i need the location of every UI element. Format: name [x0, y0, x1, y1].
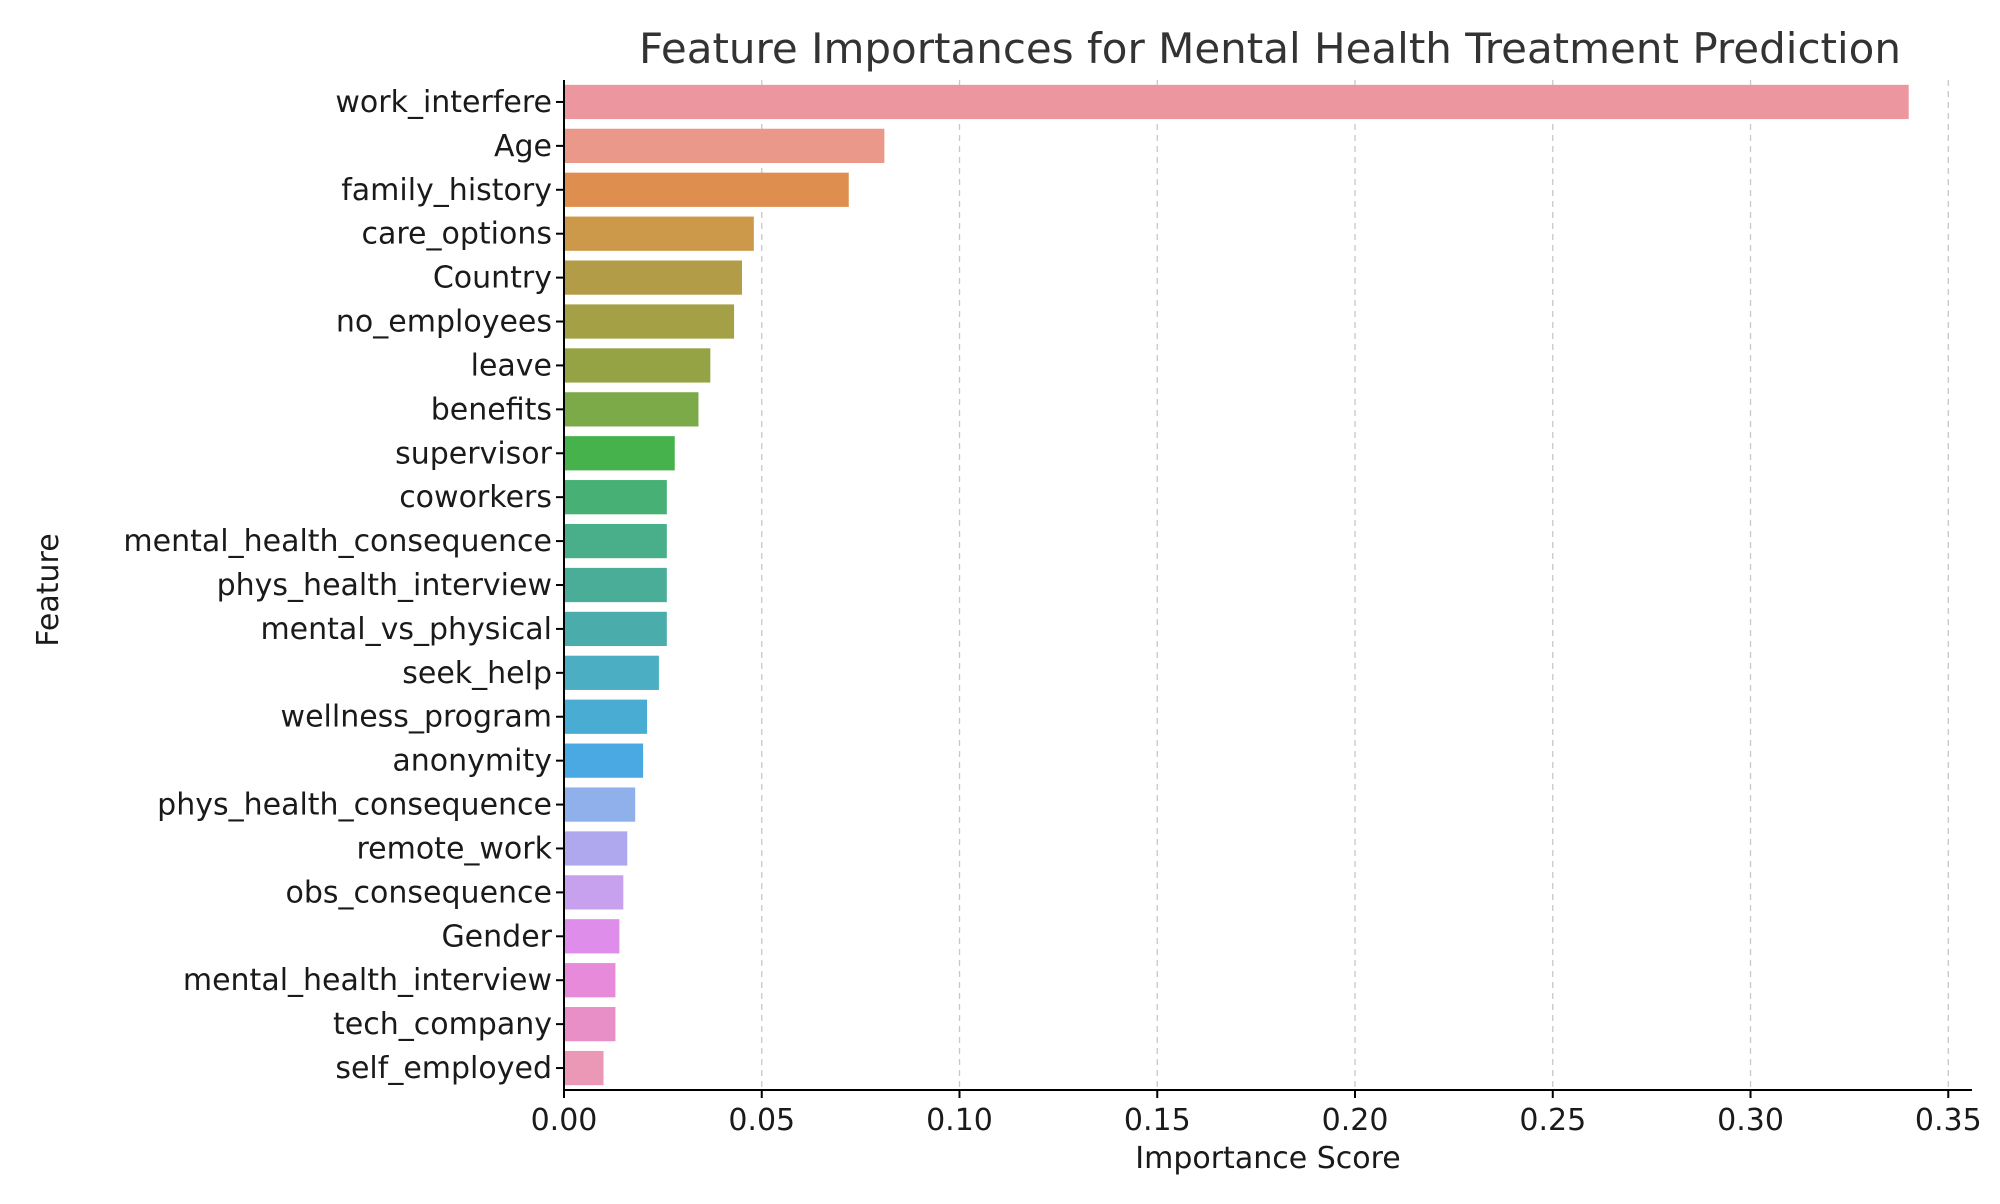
y-tick-label: coworkers [399, 480, 552, 515]
bar-coworkers [564, 480, 667, 515]
x-tick-label: 0.35 [1915, 1103, 1982, 1138]
bar-obs-consequence [564, 875, 624, 910]
bar-anonymity [564, 743, 644, 778]
bar-seek-help [564, 655, 659, 690]
axes [563, 80, 1972, 1091]
bar-self-employed [564, 1050, 604, 1086]
y-tick-label: phys_health_interview [217, 568, 552, 603]
bar-mental-health-interview [564, 963, 616, 998]
bar-wellness-program [564, 699, 648, 734]
bar-mental-vs-physical [564, 611, 667, 647]
y-tick-label: Country [433, 261, 552, 296]
x-tick-label: 0.25 [1519, 1103, 1586, 1138]
bar-supervisor [564, 436, 675, 471]
y-tick-label: work_interfere [335, 85, 552, 120]
x-tick-label: 0.05 [728, 1103, 795, 1138]
y-tick-label: obs_consequence [286, 875, 552, 910]
x-tick-label: 0.10 [926, 1103, 993, 1138]
bar-age [564, 128, 885, 163]
x-tick-label: 0.15 [1124, 1103, 1191, 1138]
x-tick-label: 0.30 [1717, 1103, 1784, 1138]
bar-phys-health-interview [564, 567, 667, 603]
y-tick-label: seek_help [402, 656, 552, 691]
x-tick-label: 0.00 [531, 1103, 598, 1138]
y-tick-label: benefits [431, 392, 552, 427]
bar-no-employees [564, 304, 735, 339]
y-tick-labels: work_interfere Age family_history care_opti… [123, 85, 564, 1086]
y-axis-label: Feature [31, 533, 66, 646]
bar-benefits [564, 392, 699, 427]
bar-country [564, 260, 742, 295]
bar-mental-health-consequence [564, 523, 667, 559]
y-tick-label: tech_company [333, 1007, 552, 1042]
bar-remote-work [564, 831, 628, 866]
y-tick-label: Gender [441, 919, 552, 954]
bar-phys-health-consequence [564, 787, 636, 822]
chart-title: Feature Importances for Mental Health Tr… [639, 24, 1901, 73]
y-tick-label: mental_health_consequence [123, 524, 552, 559]
bars [564, 84, 1909, 1086]
bar-leave [564, 348, 711, 383]
y-tick-label: supervisor [395, 436, 553, 471]
y-tick-label: mental_health_interview [183, 963, 552, 998]
y-tick-label: Age [494, 129, 552, 164]
x-tick-labels: 0.00 0.05 0.10 0.15 0.20 0.25 0.30 0.35 [531, 1090, 1982, 1138]
grid-lines [761, 80, 1949, 1090]
x-tick-label: 0.20 [1322, 1103, 1389, 1138]
bar-care-options [564, 216, 754, 251]
bar-tech-company [564, 1007, 616, 1042]
bar-gender [564, 919, 620, 954]
y-tick-label: no_employees [336, 305, 552, 340]
x-axis-label: Importance Score [1135, 1141, 1400, 1176]
y-tick-label: family_history [341, 173, 552, 208]
y-tick-label: self_employed [335, 1051, 552, 1086]
y-tick-label: remote_work [356, 831, 552, 866]
y-tick-label: anonymity [392, 744, 552, 779]
y-tick-label: wellness_program [281, 700, 552, 735]
y-tick-label: leave [471, 348, 552, 383]
y-tick-label: care_options [361, 217, 552, 252]
y-tick-label: mental_vs_physical [260, 612, 552, 647]
bar-family-history [564, 172, 849, 207]
bar-work-interfere [564, 84, 1909, 120]
y-tick-label: phys_health_consequence [157, 788, 552, 823]
